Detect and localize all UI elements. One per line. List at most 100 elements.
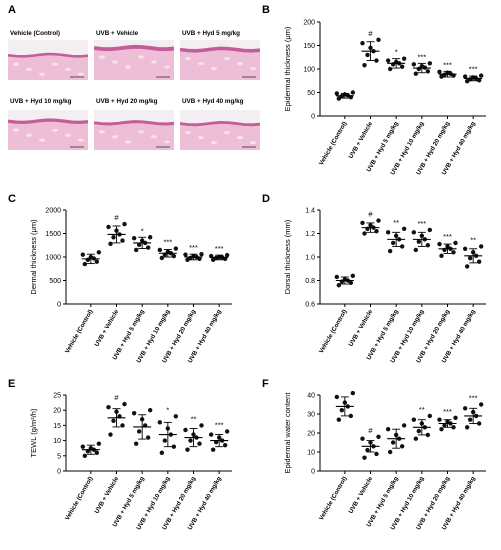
y-tick-label: 10 [307, 450, 315, 457]
data-point [94, 259, 100, 264]
histology-title-vehicle-control: Vehicle (Control) [10, 30, 61, 37]
data-point [362, 231, 367, 236]
data-point [462, 74, 468, 79]
y-axis-label: TEWL (g/m²/h) [29, 408, 38, 457]
significance-marker: *** [417, 219, 426, 228]
data-point [425, 69, 431, 74]
data-point [399, 244, 405, 249]
y-tick-label: 20 [53, 408, 61, 415]
significance-marker: *** [469, 394, 478, 403]
data-point [464, 264, 470, 269]
data-point [133, 441, 139, 446]
y-tick-label: 1.4 [305, 208, 315, 215]
follicle [224, 57, 230, 61]
data-point [413, 436, 419, 441]
y-tick-label: 2000 [45, 208, 61, 215]
panel-label-e: E [8, 378, 16, 390]
follicle [78, 138, 84, 142]
data-point [183, 427, 188, 433]
data-point [82, 261, 88, 267]
significance-marker: ** [393, 218, 399, 227]
epidermis-layer [180, 46, 260, 53]
follicle [237, 136, 243, 140]
follicle [78, 72, 84, 76]
significance-marker: ** [419, 405, 425, 414]
y-tick-label: 30 [307, 412, 315, 419]
histology-image-uvb-vehicle [94, 40, 174, 80]
data-point [376, 37, 381, 43]
follicle [125, 140, 131, 144]
significance-marker: # [114, 213, 119, 222]
data-point [108, 241, 113, 247]
data-point [133, 247, 139, 253]
data-point [339, 408, 345, 413]
dermis-layer [94, 46, 174, 80]
data-point [183, 252, 188, 257]
data-point [106, 404, 111, 410]
y-tick-label: 15 [53, 423, 61, 430]
data-point [80, 252, 86, 257]
data-point [224, 429, 230, 434]
significance-marker: *** [189, 243, 198, 252]
x-tick-label: Vehicle (Control) [64, 476, 95, 522]
follicle [151, 60, 157, 64]
data-point [188, 438, 193, 443]
data-point [96, 441, 102, 446]
follicle [185, 57, 191, 61]
data-point [136, 242, 142, 247]
significance-marker: ** [191, 414, 197, 423]
data-point [106, 224, 111, 230]
data-point [416, 239, 422, 244]
data-point [390, 240, 396, 246]
chart-e-tewl: 0 5 10 15 20 25 TEWL (g/m²/h) Vehicle (Control)… [29, 393, 232, 531]
data-point [439, 253, 444, 259]
histology-title-hyd-10: UVB + Hyd 10 mg/kg [10, 98, 72, 105]
data-point [336, 283, 342, 288]
data-point [478, 244, 484, 249]
chart-c-dermal-thickness: 0 500 1000 1500 2000 Dermal thickness (μm) Veh… [29, 208, 232, 364]
x-tick-label: UVB + Vehicle [93, 475, 120, 515]
data-point [385, 58, 391, 63]
y-tick-label: 0 [57, 469, 61, 476]
y-axis-label: Dermal thickness (μm) [29, 219, 38, 295]
data-point [350, 90, 356, 95]
significance-marker: # [114, 393, 119, 402]
y-tick-label: 1.0 [305, 255, 315, 262]
data-point [199, 423, 204, 428]
follicle [65, 133, 71, 137]
follicle [26, 133, 32, 137]
y-tick-label: 0 [311, 114, 315, 121]
significance-marker: * [141, 226, 144, 235]
follicle [39, 138, 45, 142]
dermis-shading [180, 48, 260, 80]
data-point [224, 252, 230, 258]
data-point [376, 218, 381, 223]
data-point [385, 230, 391, 235]
follicle [198, 62, 204, 66]
data-point [467, 417, 473, 422]
data-point [374, 58, 379, 63]
epidermis-layer [94, 120, 174, 126]
data-point [453, 415, 458, 420]
histology-image-vehicle-control [8, 40, 88, 80]
data-point [120, 238, 125, 243]
y-tick-label: 200 [303, 20, 315, 27]
follicle [185, 131, 191, 135]
data-point [159, 450, 165, 455]
data-point [336, 417, 342, 422]
x-tick-label: UVB + Vehicle [347, 308, 374, 348]
data-point [399, 444, 405, 449]
panel-label-f: F [262, 378, 269, 390]
dermis-layer [8, 54, 88, 80]
x-tick-label: Vehicle (Control) [318, 476, 349, 522]
data-point [122, 401, 127, 407]
dermis-layer [180, 122, 260, 150]
y-axis-label: Dorsal thickness (mm) [283, 219, 292, 294]
data-point [390, 440, 396, 445]
data-point [136, 429, 142, 434]
dermis-shading [8, 54, 88, 80]
data-point [80, 444, 86, 449]
follicle [164, 65, 170, 69]
data-point [334, 274, 340, 280]
y-tick-label: 1.2 [305, 231, 315, 238]
